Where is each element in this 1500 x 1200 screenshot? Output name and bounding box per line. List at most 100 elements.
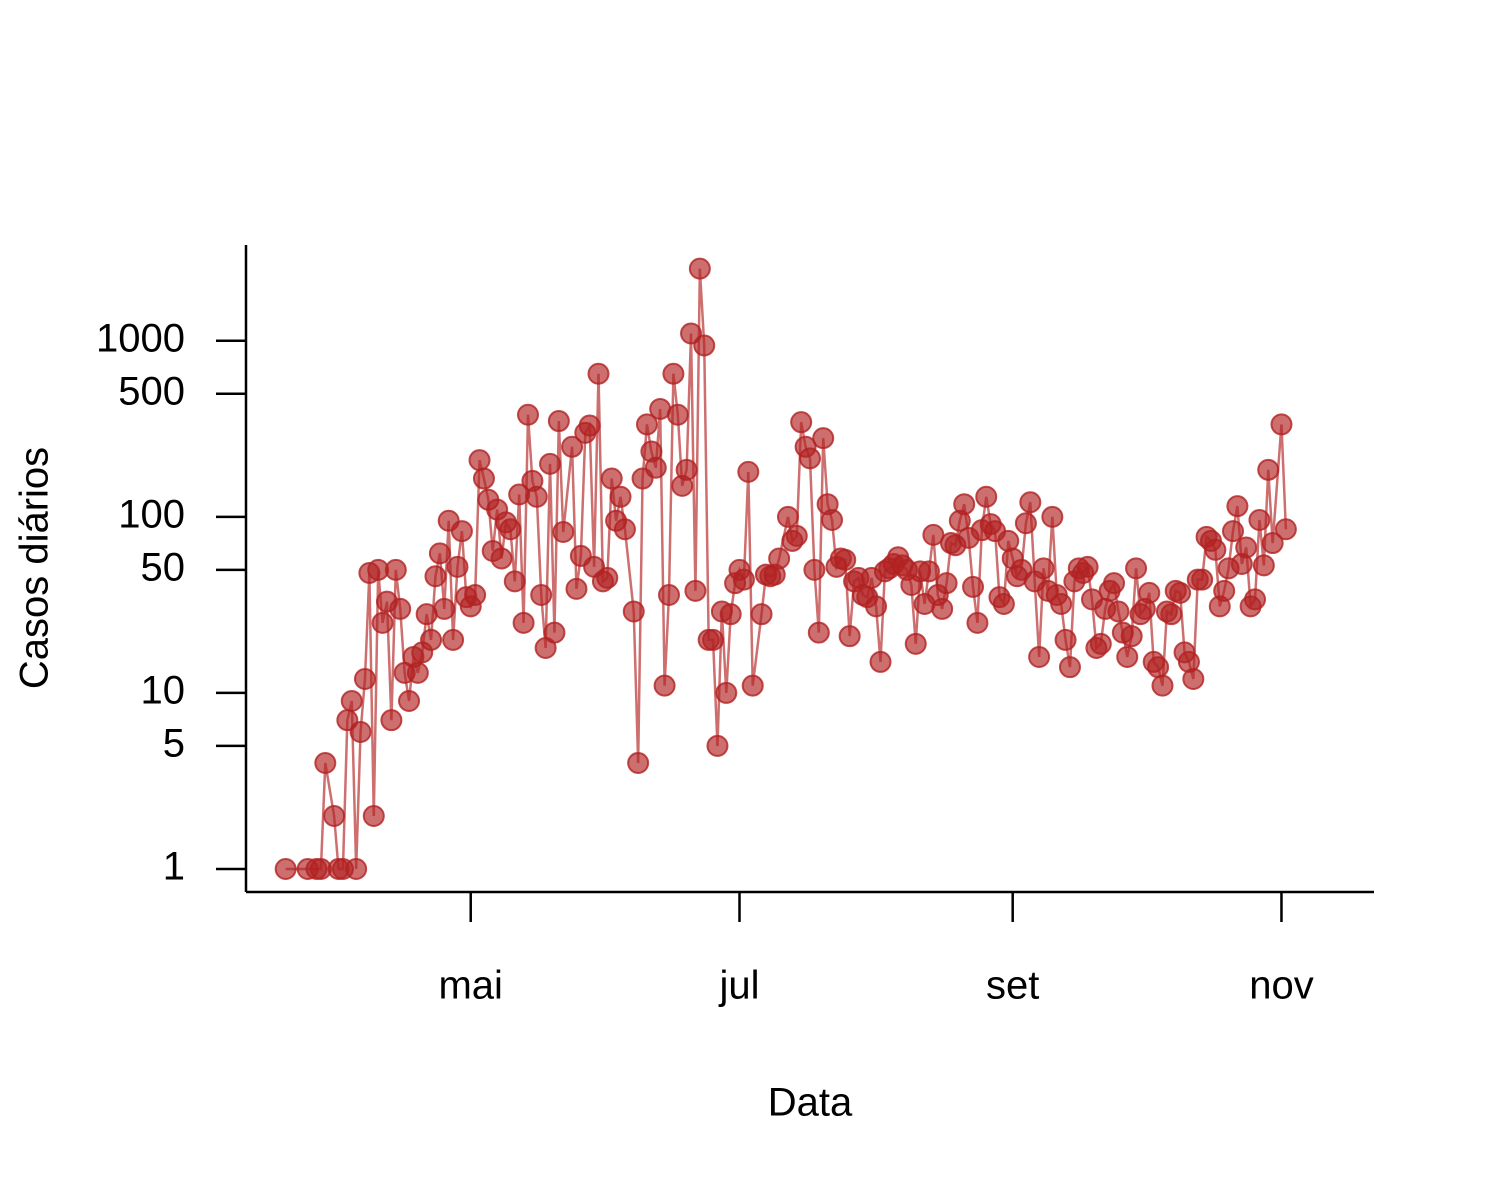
data-point xyxy=(1182,667,1205,690)
data-point xyxy=(345,857,368,880)
data-point xyxy=(561,435,584,458)
x-axis-label: Data xyxy=(768,1081,853,1125)
data-point xyxy=(543,621,566,644)
data-point xyxy=(1160,603,1183,626)
data-point xyxy=(353,667,376,690)
data-point xyxy=(812,427,835,450)
data-point xyxy=(547,410,570,433)
data-point xyxy=(706,734,729,757)
data-point xyxy=(468,449,491,472)
data-point xyxy=(1274,518,1297,541)
data-point xyxy=(380,709,403,732)
data-point xyxy=(1076,555,1099,578)
data-point xyxy=(1204,538,1227,561)
data-point xyxy=(578,414,601,437)
data-point xyxy=(662,362,685,385)
data-point xyxy=(1019,491,1042,514)
data-point xyxy=(931,597,954,620)
data-point xyxy=(869,650,892,673)
data-point xyxy=(446,555,469,578)
data-point xyxy=(1222,520,1244,543)
data-point xyxy=(838,625,861,648)
data-point xyxy=(1014,512,1037,535)
data-point xyxy=(1058,656,1081,679)
data-point xyxy=(768,547,791,570)
data-point xyxy=(644,456,667,479)
data-point xyxy=(741,674,764,697)
data-point xyxy=(472,467,495,490)
data-point xyxy=(450,520,473,543)
data-point xyxy=(750,603,773,626)
y-tick-label: 50 xyxy=(141,545,186,589)
data-point xyxy=(622,600,645,623)
y-tick-label: 500 xyxy=(118,369,185,413)
data-point xyxy=(922,523,945,546)
data-point xyxy=(1147,656,1170,679)
data-point xyxy=(565,577,588,600)
data-point xyxy=(596,566,619,589)
data-point xyxy=(1244,588,1267,611)
data-point xyxy=(1041,505,1064,528)
data-point xyxy=(1050,592,1073,615)
data-point xyxy=(702,628,725,651)
data-point xyxy=(1252,554,1275,577)
data-point xyxy=(658,583,680,606)
data-point xyxy=(790,411,813,434)
y-tick-label: 1 xyxy=(163,845,185,889)
data-point xyxy=(904,632,927,655)
data-point xyxy=(1107,600,1130,623)
data-point xyxy=(627,751,650,774)
data-point xyxy=(464,583,487,606)
data-point xyxy=(1235,536,1258,559)
data-point xyxy=(1103,572,1126,595)
data-point xyxy=(966,611,989,634)
data-point xyxy=(552,521,575,544)
data-point xyxy=(917,560,940,583)
data-point xyxy=(1169,581,1192,604)
data-point xyxy=(1120,625,1143,648)
data-point xyxy=(424,565,447,588)
data-point xyxy=(785,524,808,547)
data-point xyxy=(962,575,985,598)
x-tick-label: mai xyxy=(438,964,502,1008)
data-point xyxy=(539,452,562,475)
data-point xyxy=(635,413,658,436)
data-point xyxy=(776,505,799,528)
data-point xyxy=(503,570,526,593)
data-point xyxy=(992,592,1015,615)
data-point xyxy=(525,485,548,508)
data-point xyxy=(587,362,610,385)
data-point xyxy=(274,857,297,880)
y-tick-label: 10 xyxy=(141,668,186,712)
data-point xyxy=(732,568,755,591)
data-point xyxy=(1191,568,1214,591)
data-point xyxy=(715,681,738,704)
data-point xyxy=(517,403,539,426)
data-point xyxy=(398,689,421,712)
data-point xyxy=(688,257,711,280)
data-point xyxy=(499,518,522,541)
data-point xyxy=(362,804,385,827)
data-point xyxy=(1213,579,1236,602)
data-point xyxy=(530,583,553,606)
y-tick-label: 5 xyxy=(163,721,185,765)
data-point xyxy=(1138,581,1161,604)
data-point xyxy=(442,628,465,651)
y-tick-label: 100 xyxy=(118,492,185,536)
data-point xyxy=(1054,628,1077,651)
data-point xyxy=(821,508,844,531)
data-point xyxy=(613,518,636,541)
data-point xyxy=(1261,532,1284,555)
data-point xyxy=(1032,557,1055,580)
x-tick-label: set xyxy=(986,964,1039,1008)
data-point xyxy=(1226,495,1249,518)
data-point xyxy=(314,751,337,774)
data-point xyxy=(406,661,429,684)
data-point xyxy=(719,603,742,626)
data-point xyxy=(1257,458,1280,481)
data-point xyxy=(600,467,623,490)
data-point xyxy=(371,611,394,634)
data-point xyxy=(675,458,698,481)
data-point xyxy=(433,597,456,620)
